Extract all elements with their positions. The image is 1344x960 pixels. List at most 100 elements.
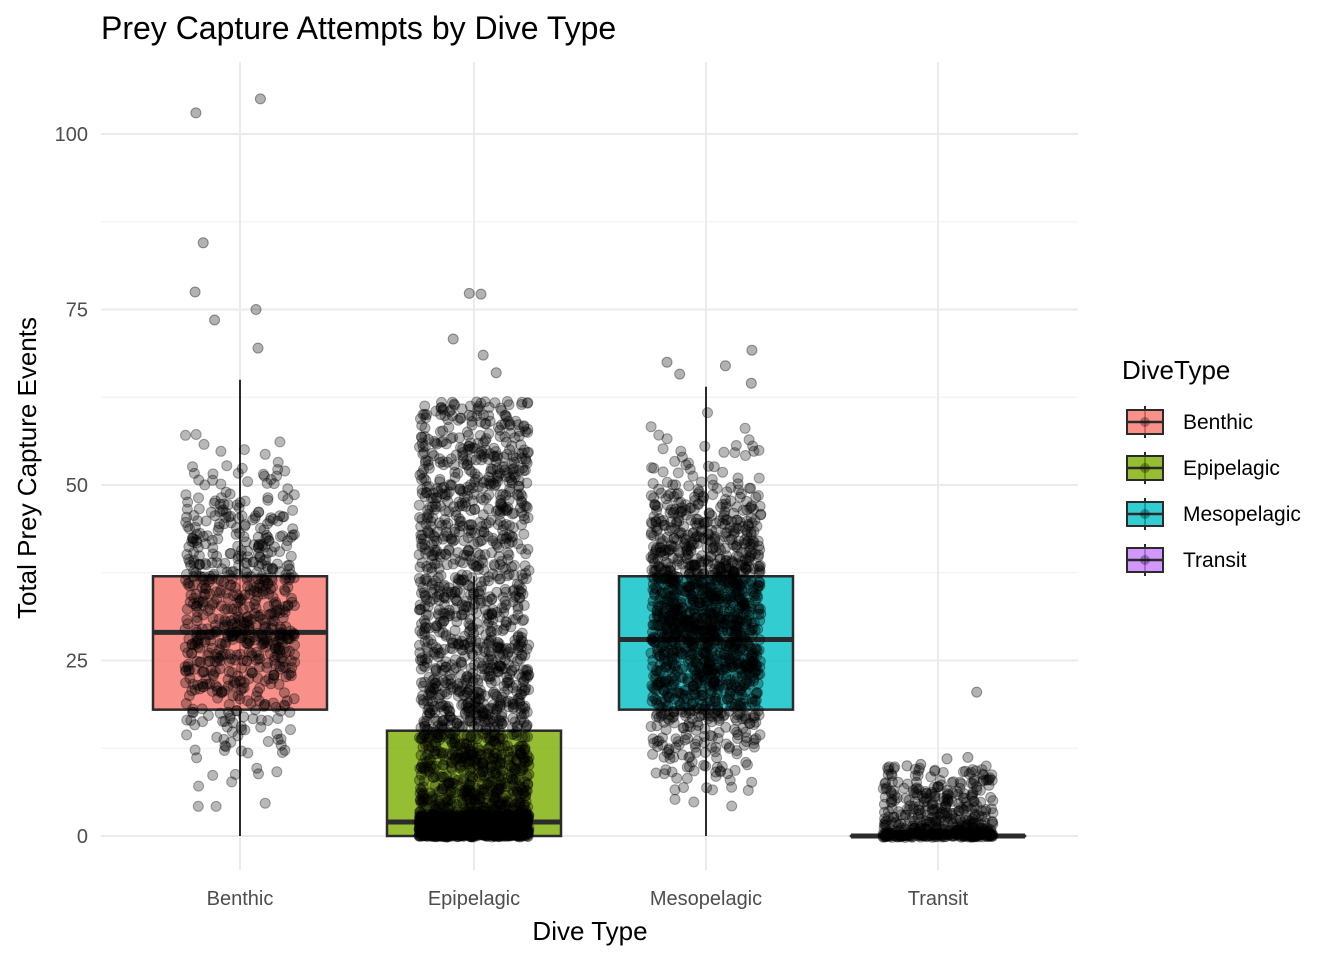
- data-point: [282, 599, 294, 611]
- data-point: [259, 574, 270, 586]
- data-point: [273, 629, 285, 641]
- data-point: [657, 466, 669, 478]
- data-point: [211, 656, 223, 668]
- data-point: [269, 642, 281, 654]
- data-point: [259, 698, 271, 710]
- data-point: [427, 816, 439, 828]
- data-point: [220, 741, 232, 753]
- data-point: [426, 447, 438, 459]
- data-point: [488, 698, 500, 710]
- data-point: [645, 490, 657, 502]
- data-point: [216, 686, 228, 698]
- data-point: [188, 510, 200, 521]
- data-point: [473, 790, 485, 802]
- data-point: [440, 797, 451, 809]
- data-point: [429, 504, 441, 516]
- data-point: [467, 676, 479, 687]
- data-point: [231, 589, 243, 600]
- data-point: [482, 453, 494, 465]
- data-point: [239, 519, 251, 531]
- data-point: [233, 502, 245, 514]
- data-point: [455, 669, 467, 681]
- data-point: [496, 419, 507, 431]
- data-point: [455, 657, 467, 669]
- data-point: [269, 541, 280, 553]
- data-point: [195, 656, 207, 668]
- data-point: [207, 769, 219, 781]
- data-point: [180, 664, 192, 676]
- data-point: [665, 504, 677, 516]
- data-point: [206, 685, 218, 697]
- data-point: [521, 477, 533, 489]
- data-point: [191, 615, 203, 627]
- data-point: [279, 700, 291, 712]
- data-point: [184, 596, 196, 608]
- data-point: [180, 429, 191, 441]
- data-point: [682, 733, 694, 744]
- data-point: [465, 731, 477, 743]
- data-point: [181, 729, 193, 741]
- data-point: [522, 423, 534, 435]
- data-point: [259, 621, 271, 633]
- data-point: [506, 761, 517, 772]
- data-point: [273, 641, 285, 653]
- data-point: [420, 609, 432, 621]
- data-point: [182, 647, 194, 659]
- data-point: [494, 515, 506, 527]
- data-point: [419, 761, 431, 773]
- data-point: [201, 530, 213, 542]
- data-point: [193, 550, 205, 562]
- data-point: [248, 556, 260, 568]
- data-point: [438, 459, 450, 471]
- data-point: [512, 785, 524, 797]
- data-point: [243, 622, 255, 634]
- data-point: [215, 687, 227, 699]
- data-point: [187, 532, 199, 544]
- data-point: [421, 481, 433, 493]
- data-point: [205, 506, 217, 518]
- data-point: [277, 490, 289, 502]
- data-point: [287, 523, 299, 535]
- data-point: [210, 800, 222, 812]
- data-point: [211, 593, 223, 605]
- data-point: [198, 595, 209, 607]
- data-point: [467, 593, 479, 605]
- data-point: [286, 662, 298, 674]
- data-point: [285, 625, 296, 637]
- data-point: [254, 551, 266, 563]
- data-point: [187, 703, 199, 715]
- data-point: [266, 619, 278, 631]
- data-point: [463, 440, 475, 452]
- data-point: [265, 622, 277, 634]
- data-point: [489, 830, 501, 842]
- data-point: [256, 628, 268, 640]
- data-point: [497, 561, 509, 573]
- data-point: [232, 611, 244, 623]
- data-point: [232, 550, 244, 562]
- data-point: [184, 580, 196, 592]
- data-point: [448, 826, 460, 838]
- data-point: [200, 515, 212, 527]
- data-point: [257, 468, 269, 480]
- data-point: [213, 521, 225, 533]
- data-point: [226, 776, 238, 788]
- data-point: [223, 511, 235, 523]
- data-point: [221, 587, 232, 599]
- data-point: [657, 443, 669, 455]
- data-point: [491, 759, 503, 771]
- data-point: [462, 490, 474, 502]
- data-point: [271, 766, 283, 778]
- data-point: [241, 655, 253, 667]
- data-point: [229, 677, 241, 689]
- data-point: [278, 604, 290, 616]
- data-point: [214, 518, 226, 530]
- data-point: [721, 486, 733, 498]
- data-point: [212, 692, 224, 704]
- data-point: [238, 531, 250, 543]
- data-point: [253, 661, 265, 673]
- data-point: [221, 603, 233, 615]
- data-point: [192, 679, 204, 691]
- data-point: [688, 796, 700, 808]
- data-point: [250, 646, 262, 658]
- data-point: [253, 538, 265, 550]
